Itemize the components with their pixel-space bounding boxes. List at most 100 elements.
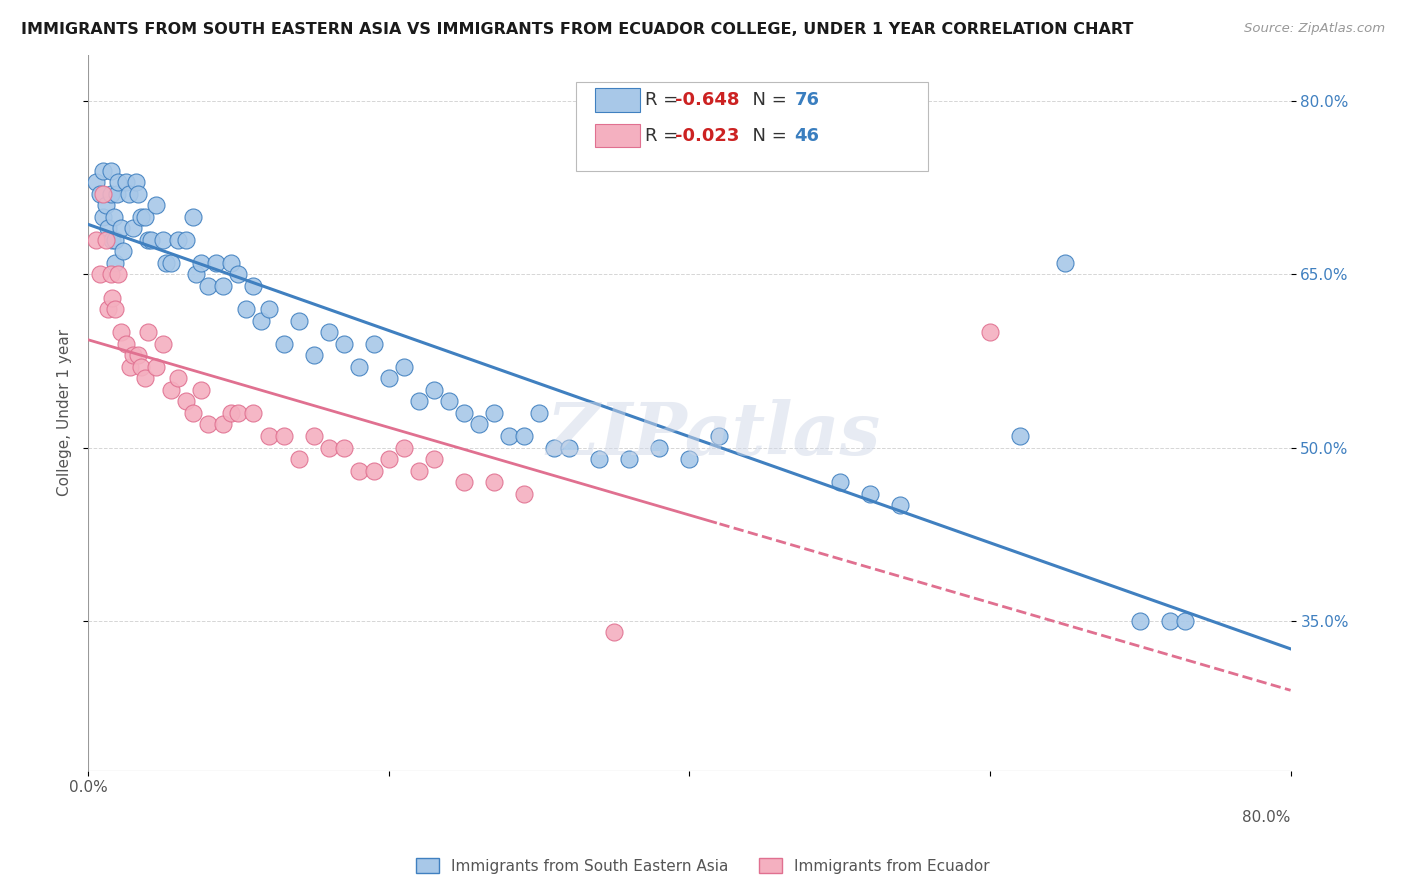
- Point: [392, 441, 415, 455]
- Point: [197, 279, 219, 293]
- Point: [468, 417, 491, 432]
- Point: [120, 359, 142, 374]
- Text: N =: N =: [741, 91, 793, 109]
- Point: [101, 233, 124, 247]
- Point: [122, 221, 145, 235]
- Point: [91, 210, 114, 224]
- Point: [141, 233, 163, 247]
- Point: [318, 441, 340, 455]
- Point: [104, 301, 127, 316]
- Point: [89, 268, 111, 282]
- Point: [1129, 614, 1152, 628]
- Point: [183, 210, 205, 224]
- Point: [96, 233, 118, 247]
- Point: [118, 186, 141, 201]
- Point: [103, 210, 125, 224]
- Point: [110, 325, 132, 339]
- Point: [159, 256, 181, 270]
- Point: [482, 475, 505, 490]
- Point: [205, 256, 228, 270]
- Point: [228, 268, 250, 282]
- Point: [378, 452, 401, 467]
- Point: [543, 441, 565, 455]
- Point: [273, 336, 295, 351]
- Point: [91, 163, 114, 178]
- Point: [408, 464, 430, 478]
- Point: [287, 313, 309, 327]
- Point: [212, 417, 235, 432]
- Point: [129, 359, 152, 374]
- Text: N =: N =: [741, 127, 793, 145]
- Point: [709, 429, 731, 443]
- Point: [302, 348, 325, 362]
- Point: [453, 406, 475, 420]
- Point: [114, 336, 136, 351]
- Point: [100, 268, 122, 282]
- Point: [122, 348, 145, 362]
- Point: [219, 406, 242, 420]
- Legend: Immigrants from South Eastern Asia, Immigrants from Ecuador: Immigrants from South Eastern Asia, Immi…: [411, 852, 995, 880]
- Point: [107, 175, 129, 189]
- Point: [828, 475, 851, 490]
- Text: ZIPatlas: ZIPatlas: [547, 399, 880, 470]
- Point: [155, 256, 177, 270]
- Point: [110, 221, 132, 235]
- Point: [91, 186, 114, 201]
- Text: -0.023: -0.023: [675, 127, 740, 145]
- Point: [257, 429, 280, 443]
- Point: [174, 233, 197, 247]
- Text: R =: R =: [645, 127, 685, 145]
- Point: [453, 475, 475, 490]
- Point: [104, 256, 127, 270]
- Point: [498, 429, 520, 443]
- Point: [145, 198, 167, 212]
- Point: [859, 486, 882, 500]
- Point: [145, 359, 167, 374]
- Point: [527, 406, 550, 420]
- Point: [97, 301, 120, 316]
- Point: [482, 406, 505, 420]
- Text: 46: 46: [794, 127, 820, 145]
- Point: [96, 198, 118, 212]
- Point: [167, 371, 190, 385]
- Point: [250, 313, 273, 327]
- Point: [363, 336, 385, 351]
- Point: [167, 233, 190, 247]
- Point: [347, 464, 370, 478]
- Point: [111, 244, 134, 259]
- Point: [105, 186, 128, 201]
- Point: [129, 210, 152, 224]
- Text: -0.648: -0.648: [675, 91, 740, 109]
- Point: [363, 464, 385, 478]
- Point: [107, 268, 129, 282]
- Point: [190, 383, 212, 397]
- Point: [152, 336, 174, 351]
- Point: [219, 256, 242, 270]
- Point: [228, 406, 250, 420]
- Point: [212, 279, 235, 293]
- Point: [136, 325, 159, 339]
- Point: [152, 233, 174, 247]
- Point: [114, 175, 136, 189]
- Point: [558, 441, 581, 455]
- Point: [190, 256, 212, 270]
- Point: [125, 175, 148, 189]
- Point: [648, 441, 671, 455]
- Point: [889, 498, 911, 512]
- Text: 80.0%: 80.0%: [1243, 810, 1291, 825]
- Point: [136, 233, 159, 247]
- Point: [332, 441, 354, 455]
- Point: [437, 394, 460, 409]
- Point: [134, 371, 156, 385]
- Point: [1159, 614, 1181, 628]
- Point: [186, 268, 208, 282]
- Point: [979, 325, 1001, 339]
- Point: [423, 383, 446, 397]
- Point: [408, 394, 430, 409]
- Point: [242, 279, 264, 293]
- Text: IMMIGRANTS FROM SOUTH EASTERN ASIA VS IMMIGRANTS FROM ECUADOR COLLEGE, UNDER 1 Y: IMMIGRANTS FROM SOUTH EASTERN ASIA VS IM…: [21, 22, 1133, 37]
- Point: [347, 359, 370, 374]
- Point: [242, 406, 264, 420]
- Point: [100, 163, 122, 178]
- Text: R =: R =: [645, 91, 685, 109]
